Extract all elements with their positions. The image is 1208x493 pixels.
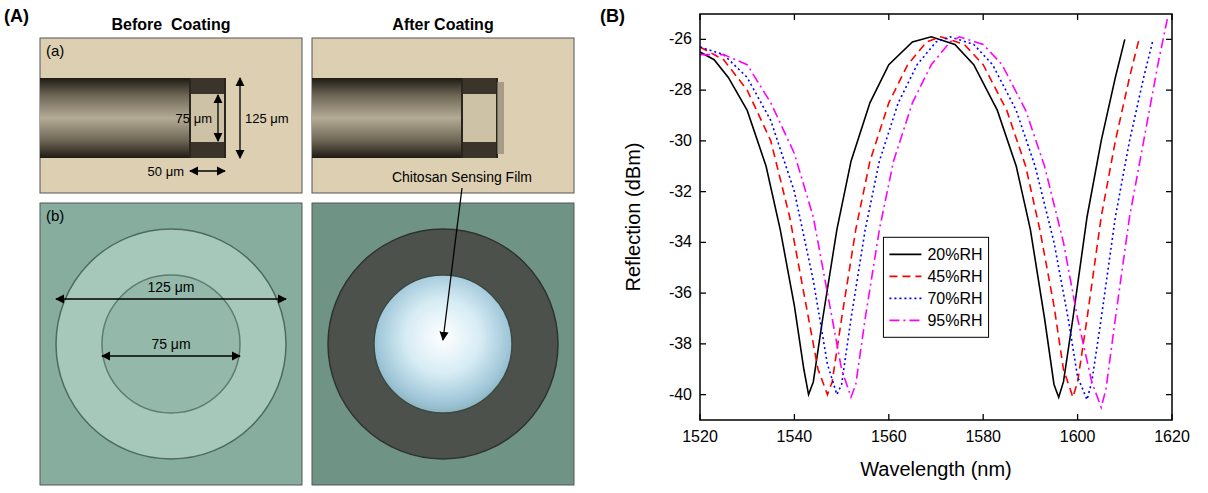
y-tick [1166, 140, 1172, 141]
legend: 20%RH 45%RH 70%RH 95%RH [883, 237, 988, 337]
legend-swatch [889, 253, 921, 255]
x-tick [888, 14, 889, 20]
dimension-arrow [102, 355, 240, 356]
series-line [700, 19, 1167, 407]
x-tick-label: 1600 [1060, 428, 1096, 445]
y-tick [1166, 39, 1172, 40]
y-tick [700, 394, 706, 395]
chitosan-film-face [374, 275, 512, 413]
y-tick-label: -38 [669, 335, 692, 352]
legend-swatch [889, 319, 921, 321]
micrograph-end [312, 203, 574, 485]
x-tick-label: 1560 [871, 428, 907, 445]
y-tick-label: -30 [669, 132, 692, 149]
x-tick [1077, 14, 1078, 20]
x-tick [1077, 414, 1078, 420]
micrograph-side [40, 38, 302, 193]
y-tick [700, 89, 706, 90]
x-tick [888, 414, 889, 420]
x-tick [983, 14, 984, 20]
y-tick [1166, 89, 1172, 90]
y-tick [1166, 343, 1172, 344]
x-tick-label: 1580 [965, 428, 1001, 445]
plot-frame [700, 14, 1172, 420]
y-tick-label: -40 [669, 386, 692, 403]
dimension-arrow [56, 298, 286, 299]
series-line [700, 37, 1139, 397]
dimension-arrow [190, 170, 225, 171]
y-tick [700, 343, 706, 344]
dimension-label: 50 μm [148, 164, 184, 179]
y-tick-label: -32 [669, 183, 692, 200]
x-tick-label: 1540 [777, 428, 813, 445]
row-label: (a) [46, 42, 64, 59]
x-tick [794, 414, 795, 420]
dimension-label: 75 μm [151, 336, 190, 352]
cavity-wall [462, 78, 497, 94]
cavity-wall [462, 142, 497, 158]
annotation: Chitosan Sensing Film [392, 169, 532, 185]
cavity-face [102, 275, 240, 413]
cavity [462, 78, 497, 158]
series-group [700, 19, 1167, 407]
y-tick [1166, 191, 1172, 192]
panel-label: (A) [4, 6, 29, 26]
annotation-arrow [443, 188, 462, 340]
legend-label: 45%RH [927, 268, 982, 285]
y-tick-label: -36 [669, 284, 692, 301]
x-tick [699, 14, 700, 20]
dimension-arrow [239, 78, 240, 158]
micrograph-side [312, 38, 574, 193]
micrograph-end [40, 203, 302, 485]
series-line [700, 37, 1153, 400]
x-tick [1171, 14, 1172, 20]
y-tick [700, 140, 706, 141]
y-axis-title: Reflection (dBm) [622, 143, 644, 292]
x-tick [1171, 414, 1172, 420]
legend-label: 70%RH [927, 290, 982, 307]
y-tick-label: -28 [669, 81, 692, 98]
cladding [56, 229, 286, 459]
y-tick-label: -26 [669, 30, 692, 47]
dimension-label: 125 μm [148, 279, 195, 295]
figure: (A) Before Coating After Coating (a) 75 μm 12… [0, 0, 1208, 493]
x-tick [794, 14, 795, 20]
coated-cladding [328, 229, 558, 459]
legend-box [883, 237, 988, 337]
y-tick [1166, 242, 1172, 243]
dimension-arrow [217, 95, 218, 141]
legend-label: 95%RH [927, 312, 982, 329]
legend-label: 20%RH [927, 246, 982, 263]
x-tick [699, 414, 700, 420]
column-title: After Coating [392, 16, 493, 33]
y-tick [700, 242, 706, 243]
y-tick [1166, 394, 1172, 395]
fiber [40, 78, 190, 158]
y-tick [700, 39, 706, 40]
dimension-label: 75 μm [176, 111, 212, 126]
legend-swatch [889, 275, 921, 277]
x-tick-label: 1520 [682, 428, 718, 445]
y-tick-label: -34 [669, 233, 692, 250]
cavity-edge [461, 78, 463, 158]
column-title: Before Coating [111, 16, 230, 33]
cavity-wall [190, 78, 225, 94]
chitosan-film [497, 82, 504, 154]
y-tick [700, 292, 706, 293]
panel-label: (B) [600, 6, 625, 26]
fiber-end [224, 78, 226, 158]
fiber [312, 78, 462, 158]
x-axis-title: Wavelength (nm) [860, 458, 1012, 480]
dimension-label: 125 μm [245, 111, 289, 126]
x-tick [983, 414, 984, 420]
legend-swatch [889, 297, 921, 299]
y-tick [1166, 292, 1172, 293]
y-tick [700, 191, 706, 192]
cavity-wall [190, 142, 225, 158]
row-label: (b) [46, 207, 64, 224]
x-tick-label: 1620 [1154, 428, 1190, 445]
